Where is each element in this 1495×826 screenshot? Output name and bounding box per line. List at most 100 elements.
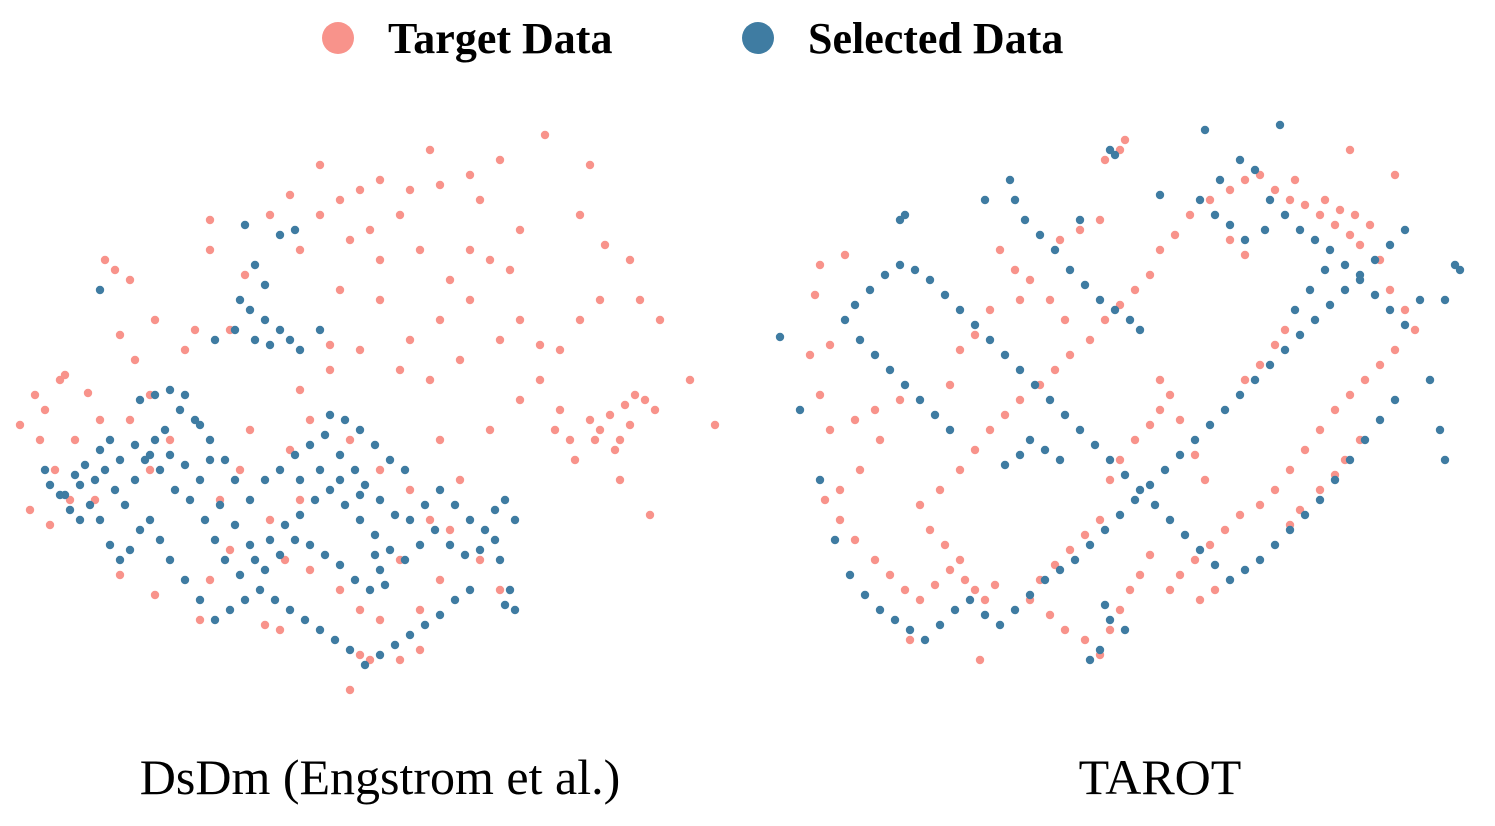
- scatter-point-target: [835, 485, 845, 495]
- scatter-point-selected: [510, 515, 520, 525]
- legend-item-target: Target Data: [322, 8, 612, 68]
- scatter-point-target: [495, 335, 505, 345]
- scatter-point-selected: [145, 450, 155, 460]
- scatter-point-selected: [335, 450, 345, 460]
- scatter-point-target: [1065, 545, 1075, 555]
- scatter-point-target: [1055, 235, 1065, 245]
- scatter-point-selected: [1240, 565, 1250, 575]
- scatter-point-target: [150, 590, 160, 600]
- scatter-point-target: [515, 225, 525, 235]
- scatter-point-target: [195, 615, 205, 625]
- scatter-point-target: [1015, 295, 1025, 305]
- scatter-point-selected: [1400, 320, 1410, 330]
- scatter-point-selected: [400, 555, 410, 565]
- scatter-point-selected: [225, 605, 235, 615]
- scatter-point-selected: [165, 450, 175, 460]
- scatter-point-selected: [1260, 225, 1270, 235]
- scatter-point-selected: [890, 615, 900, 625]
- scatter-point-target: [575, 315, 585, 325]
- scatter-point-selected: [305, 540, 315, 550]
- scatter-point-target: [455, 355, 465, 365]
- scatter-point-selected: [370, 530, 380, 540]
- scatter-point-target: [820, 495, 830, 505]
- scatter-point-target: [595, 295, 605, 305]
- scatter-point-selected: [1175, 450, 1185, 460]
- scatter-point-selected: [995, 620, 1005, 630]
- scatter-point-target: [505, 265, 515, 275]
- scatter-point-target: [495, 155, 505, 165]
- scatter-point-target: [1085, 335, 1095, 345]
- scatter-point-target: [445, 525, 455, 535]
- scatter-point-target: [1315, 210, 1325, 220]
- scatter-point-target: [1365, 220, 1375, 230]
- scatter-point-target: [1155, 375, 1165, 385]
- scatter-point-target: [395, 365, 405, 375]
- scatter-point-target: [485, 425, 495, 435]
- scatter-point-selected: [450, 595, 460, 605]
- scatter-point-selected: [1330, 475, 1340, 485]
- scatter-point-target: [850, 415, 860, 425]
- scatter-point-selected: [305, 440, 315, 450]
- scatter-point-selected: [370, 550, 380, 560]
- scatter-point-selected: [385, 455, 395, 465]
- scatter-point-target: [945, 380, 955, 390]
- scatter-point-target: [600, 240, 610, 250]
- scatter-point-selected: [335, 475, 345, 485]
- scatter-point-target: [445, 275, 455, 285]
- scatter-point-selected: [475, 545, 485, 555]
- scatter-point-target: [1105, 625, 1115, 635]
- scatter-point-selected: [1385, 305, 1395, 315]
- scatter-point-selected: [1085, 540, 1095, 550]
- scatter-point-selected: [65, 505, 75, 515]
- scatter-point-selected: [355, 425, 365, 435]
- scatter-point-selected: [855, 335, 865, 345]
- scatter-point-selected: [345, 645, 355, 655]
- scatter-point-selected: [150, 390, 160, 400]
- scatter-point-selected: [295, 345, 305, 355]
- scatter-point-target: [1240, 375, 1250, 385]
- scatter-point-target: [1220, 525, 1230, 535]
- scatter-point-selected: [420, 620, 430, 630]
- scatter-point-selected: [295, 510, 305, 520]
- scatter-point-selected: [1145, 480, 1155, 490]
- scatter-point-target: [555, 405, 565, 415]
- scatter-point-selected: [965, 595, 975, 605]
- scatter-point-selected: [355, 490, 365, 500]
- scatter-point-target: [535, 340, 545, 350]
- scatter-point-target: [1010, 265, 1020, 275]
- scatter-point-selected: [245, 540, 255, 550]
- scatter-point-target: [115, 570, 125, 580]
- scatter-point-selected: [1375, 415, 1385, 425]
- scatter-point-target: [1175, 415, 1185, 425]
- scatter-point-selected: [265, 340, 275, 350]
- scatter-point-selected: [1440, 455, 1450, 465]
- scatter-point-target: [130, 355, 140, 365]
- scatter-point-target: [375, 615, 385, 625]
- scatter-point-selected: [1340, 285, 1350, 295]
- scatter-point-target: [25, 505, 35, 515]
- scatter-point-selected: [85, 500, 95, 510]
- scatter-point-selected: [1025, 590, 1035, 600]
- scatter-point-target: [590, 435, 600, 445]
- scatter-point-selected: [260, 315, 270, 325]
- scatter-point-target: [295, 385, 305, 395]
- scatter-point-target: [710, 420, 720, 430]
- scatter-point-selected: [505, 585, 515, 595]
- scatter-point-selected: [330, 635, 340, 645]
- scatter-point-selected: [320, 550, 330, 560]
- scatter-point-selected: [1425, 375, 1435, 385]
- scatter-point-selected: [1360, 435, 1370, 445]
- scatter-point-selected: [1295, 225, 1305, 235]
- scatter-point-selected: [945, 425, 955, 435]
- scatter-point-selected: [1065, 265, 1075, 275]
- scatter-point-target: [425, 515, 435, 525]
- scatter-point-selected: [850, 300, 860, 310]
- scatter-point-selected: [885, 365, 895, 375]
- scatter-point-selected: [280, 520, 290, 530]
- scatter-point-selected: [290, 225, 300, 235]
- scatter-point-target: [1330, 405, 1340, 415]
- scatter-point-selected: [1095, 295, 1105, 305]
- scatter-point-selected: [1435, 425, 1445, 435]
- scatter-point-target: [205, 245, 215, 255]
- scatter-point-selected: [285, 605, 295, 615]
